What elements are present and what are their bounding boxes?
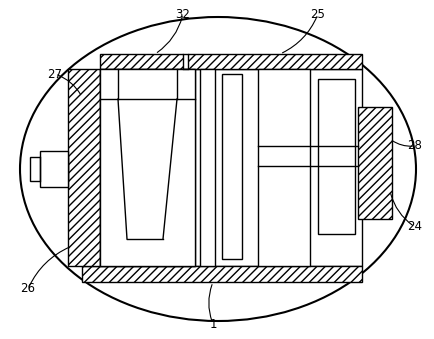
Text: 24: 24: [407, 220, 421, 234]
Polygon shape: [187, 54, 361, 69]
Ellipse shape: [20, 17, 415, 321]
Polygon shape: [30, 157, 68, 181]
Text: 32: 32: [175, 7, 190, 20]
Polygon shape: [100, 54, 183, 69]
Polygon shape: [357, 107, 391, 219]
Polygon shape: [82, 266, 361, 282]
Polygon shape: [68, 69, 100, 266]
Text: 26: 26: [20, 282, 36, 296]
Text: 27: 27: [47, 67, 62, 80]
Polygon shape: [317, 79, 354, 234]
Polygon shape: [100, 69, 194, 266]
Polygon shape: [100, 69, 194, 266]
Text: 25: 25: [310, 7, 325, 20]
Polygon shape: [200, 69, 214, 266]
Polygon shape: [221, 74, 241, 259]
Polygon shape: [40, 151, 68, 187]
Polygon shape: [257, 69, 309, 266]
Text: 28: 28: [407, 140, 421, 153]
Text: 1: 1: [209, 318, 216, 331]
Polygon shape: [100, 69, 361, 266]
